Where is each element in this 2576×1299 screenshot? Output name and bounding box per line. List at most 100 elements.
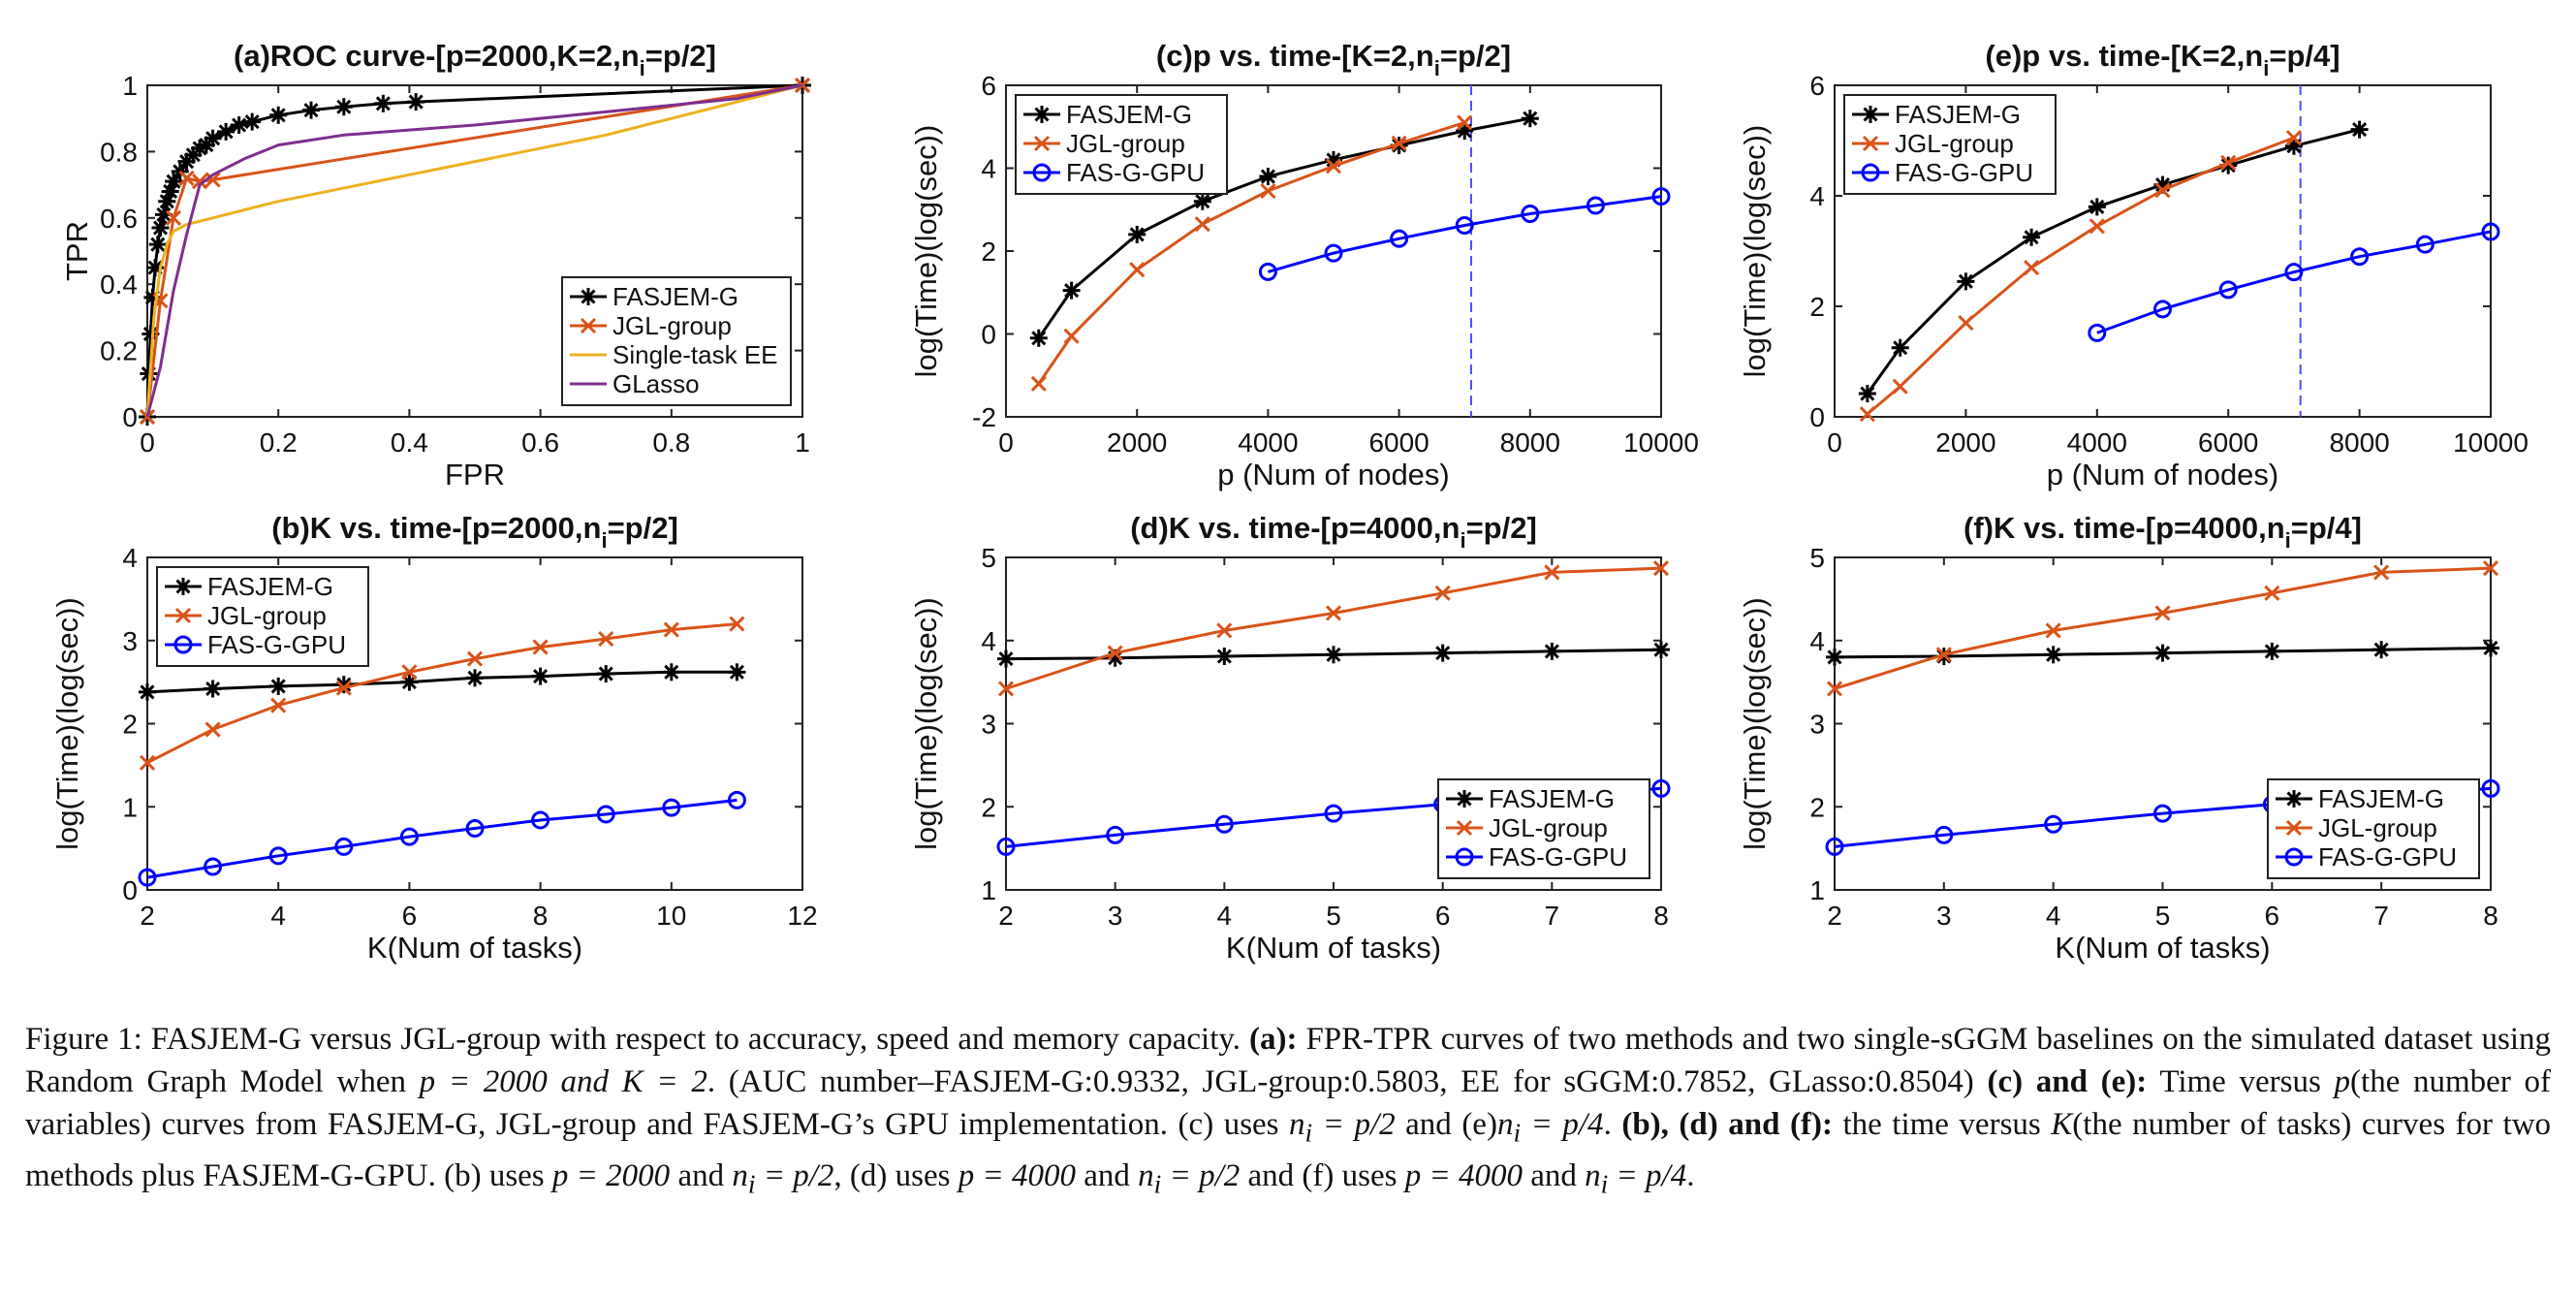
data-point: [2044, 646, 2062, 664]
x-tick-label: 7: [1545, 901, 1560, 931]
y-axis-label: log(Time)(log(sec)): [909, 597, 943, 850]
data-point: [1259, 168, 1277, 186]
legend-entry: JGL-group: [1895, 129, 2014, 158]
x-tick-label: 8: [533, 901, 549, 931]
data-point: [204, 680, 222, 698]
y-tick-label: 4: [1809, 626, 1825, 656]
data-point: [302, 101, 320, 119]
y-axis-label: log(Time)(log(sec)): [50, 597, 84, 850]
x-tick-label: 0.4: [391, 428, 428, 458]
y-tick-label: 5: [1809, 543, 1825, 573]
legend-marker: [2285, 819, 2303, 837]
chart-title: (a)ROC curve-[p=2000,K=2,ni=p/2]: [234, 39, 716, 80]
x-tick-label: 3: [1936, 901, 1952, 931]
data-point: [1521, 110, 1539, 128]
y-tick-label: 5: [981, 543, 996, 573]
x-tick-label: 6: [2265, 901, 2280, 931]
data-point: [597, 665, 615, 683]
data-point: [1651, 778, 1671, 798]
data-point: [1063, 328, 1080, 344]
data-point: [1128, 225, 1147, 243]
data-point: [374, 94, 393, 112]
data-point: [1826, 648, 1843, 666]
x-tick-label: 0.2: [260, 428, 298, 458]
chart-title: (e)p vs. time-[K=2,ni=p/4]: [1985, 39, 2340, 80]
legend-entry: FASJEM-G: [2318, 784, 2444, 813]
data-point: [2415, 235, 2435, 254]
legend-marker: [580, 317, 597, 334]
data-point: [269, 677, 288, 695]
legend-marker: [2285, 790, 2303, 808]
legend-entry: GLasso: [613, 369, 700, 398]
data-point: [466, 669, 484, 687]
series-line-fas-g-gpu: [2096, 230, 2492, 334]
y-tick-label: 6: [981, 71, 996, 101]
data-point: [532, 639, 549, 655]
data-point: [2154, 605, 2171, 621]
x-axis-label: K(Num of tasks): [1226, 931, 1441, 965]
chart-panel-e: 0 2000 4000 6000 8000 10000 0 2 4 6 (e)p vs. time-…: [1738, 39, 2529, 491]
y-tick-label: 1: [122, 792, 138, 822]
data-point: [1457, 114, 1473, 131]
y-axis-label: log(Time)(log(sec)): [1738, 125, 1772, 378]
data-point: [2372, 641, 2391, 659]
data-point: [1934, 825, 1954, 844]
legend-entry: FASJEM-G: [207, 572, 333, 601]
chart-panel-a: 0 0.2 0.4 0.6 0.8 1 0 0.2 0.4 0.6 0.8 1 (a)ROC curve…: [60, 39, 811, 491]
data-point: [2350, 120, 2369, 139]
data-point: [1935, 647, 1952, 663]
data-point: [2088, 198, 2106, 216]
data-point: [178, 170, 195, 186]
series-line-jgl-group: [146, 622, 738, 765]
data-point: [1543, 642, 1561, 660]
data-point: [2089, 218, 2105, 235]
y-tick-label: 0.4: [100, 269, 138, 300]
data-point: [727, 790, 746, 809]
legend-entry: JGL-group: [2318, 813, 2437, 842]
y-tick-label: 3: [981, 710, 996, 740]
legend-entry: JGL-group: [1489, 813, 1608, 842]
legend-marker: [1456, 819, 1473, 837]
data-point: [401, 664, 418, 681]
chart-title: (f)K vs. time-[p=4000,ni=p/4]: [1963, 511, 2362, 553]
x-axis-label: p (Num of nodes): [1217, 458, 1450, 491]
data-point: [2350, 247, 2370, 267]
legend-entry: FAS-G-GPU: [2318, 842, 2457, 871]
data-point: [1129, 262, 1146, 278]
data-point: [1521, 205, 1540, 224]
data-point: [1216, 622, 1233, 639]
data-point: [1260, 182, 1276, 200]
data-point: [1258, 262, 1277, 281]
data-point: [729, 616, 745, 632]
data-point: [270, 697, 287, 713]
data-point: [1859, 406, 1875, 423]
data-point: [204, 857, 223, 876]
data-point: [139, 682, 156, 701]
data-point: [1586, 196, 1605, 215]
data-point: [2264, 585, 2280, 601]
data-point: [1214, 814, 1234, 834]
data-point: [148, 236, 167, 254]
data-point: [728, 663, 746, 681]
x-tick-label: 6: [1435, 901, 1451, 931]
x-tick-label: 10: [656, 901, 686, 931]
x-tick-label: 8000: [1500, 428, 1560, 458]
x-tick-label: 4000: [1238, 428, 1298, 458]
data-point: [2153, 644, 2172, 662]
chart-title: (b)K vs. time-[p=2000,ni=p/2]: [271, 511, 678, 553]
x-tick-label: 8: [2483, 901, 2498, 931]
data-point: [1325, 158, 1342, 174]
x-tick-label: 4: [1217, 901, 1233, 931]
data-point: [2220, 154, 2237, 171]
series-line-jgl-group: [1866, 136, 2295, 416]
legend-marker: [2284, 847, 2304, 867]
data-point: [1892, 378, 1908, 395]
data-point: [400, 673, 419, 691]
x-tick-label: 6: [402, 901, 418, 931]
data-point: [2284, 263, 2304, 282]
y-tick-label: -2: [972, 402, 996, 432]
